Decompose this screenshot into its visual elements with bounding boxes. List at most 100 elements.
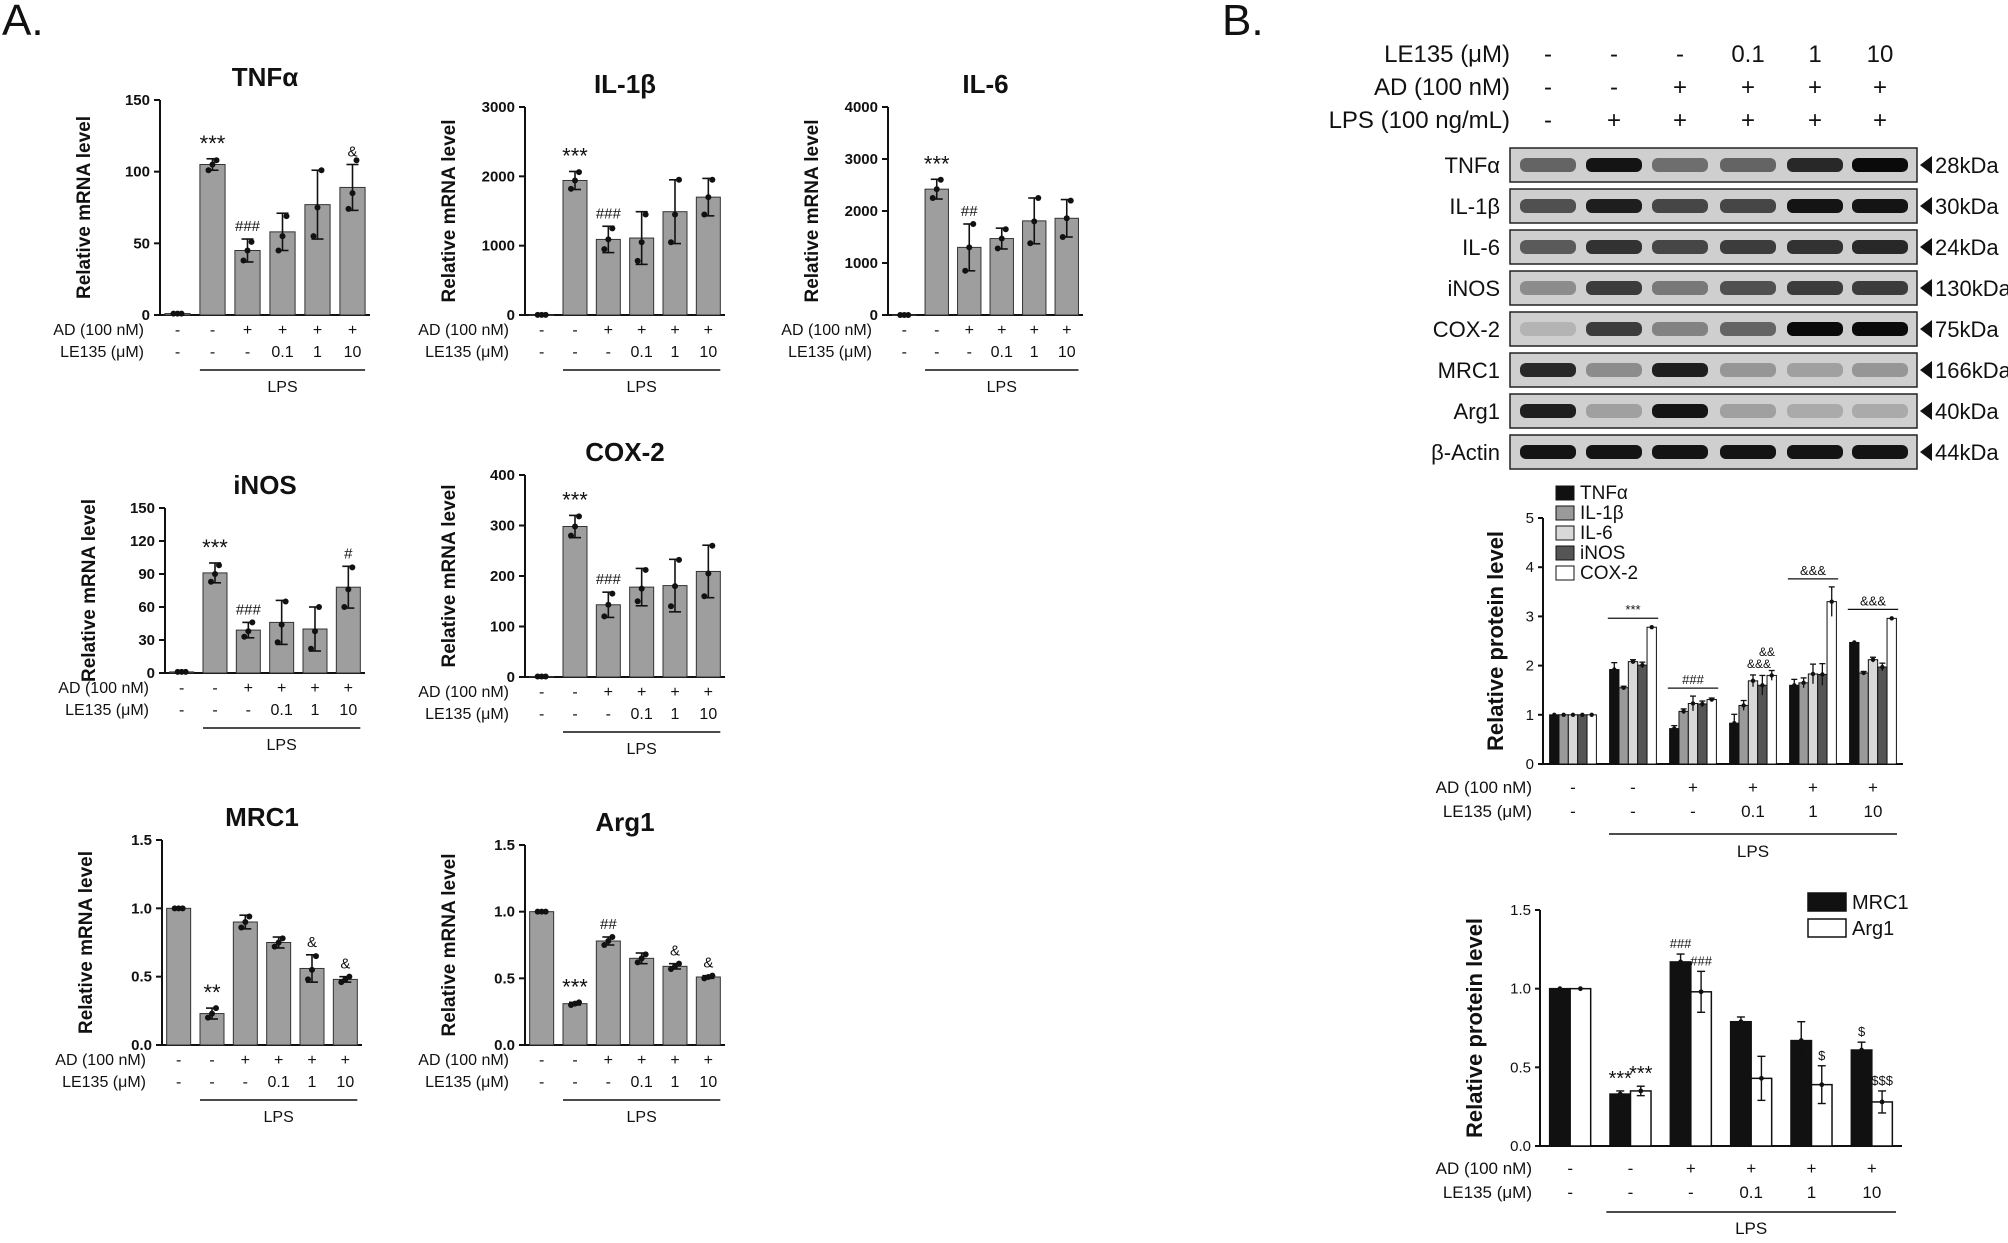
chart-title: Arg1 bbox=[595, 807, 654, 837]
data-point bbox=[605, 938, 612, 944]
data-point bbox=[634, 959, 641, 966]
data-point bbox=[309, 966, 315, 973]
data-point bbox=[349, 190, 356, 197]
condition-value: + bbox=[604, 684, 613, 701]
data-point bbox=[1621, 685, 1626, 690]
blot-band bbox=[1852, 199, 1908, 213]
lps-label: LPS bbox=[627, 1109, 657, 1126]
condition-value: - bbox=[1567, 1159, 1573, 1178]
y-tick-label: 1.5 bbox=[1510, 902, 1531, 919]
condition-label: LE135 (μM) bbox=[788, 344, 872, 361]
significance-mark-small: && bbox=[1759, 645, 1775, 659]
condition-value: - bbox=[934, 344, 939, 361]
data-point bbox=[209, 1010, 215, 1017]
blot-condition-value: + bbox=[1873, 74, 1887, 101]
size-marker-arrow bbox=[1920, 279, 1932, 297]
y-tick-label: 150 bbox=[130, 500, 155, 517]
bar bbox=[1849, 641, 1860, 765]
condition-value: - bbox=[539, 1074, 544, 1091]
data-point bbox=[705, 570, 712, 577]
significance-mark: & bbox=[670, 943, 680, 960]
panel-label-a: A. bbox=[2, 0, 44, 45]
condition-value: - bbox=[175, 322, 180, 339]
condition-value: - bbox=[606, 706, 611, 723]
bar bbox=[332, 978, 358, 1046]
y-tick-label: 400 bbox=[490, 467, 515, 484]
condition-label: LE135 (μM) bbox=[62, 1074, 146, 1091]
condition-value: - bbox=[243, 1074, 248, 1091]
data-point bbox=[1561, 712, 1566, 717]
data-point bbox=[642, 211, 649, 218]
data-point bbox=[353, 157, 360, 164]
blot-condition-value: - bbox=[1676, 41, 1684, 68]
significance-mark: $$$ bbox=[1871, 1073, 1893, 1088]
blot-band bbox=[1720, 322, 1776, 336]
bar bbox=[1738, 704, 1749, 765]
data-point bbox=[246, 913, 253, 920]
condition-value: + bbox=[997, 322, 1006, 339]
y-tick-label: 2000 bbox=[482, 168, 515, 185]
significance-mark: &&& bbox=[1860, 593, 1886, 608]
bar bbox=[1690, 991, 1713, 1147]
data-point bbox=[341, 604, 348, 610]
y-tick-label: 100 bbox=[125, 164, 150, 181]
bar bbox=[1549, 714, 1560, 765]
y-tick-label: 60 bbox=[138, 599, 155, 616]
bar bbox=[562, 179, 588, 316]
y-tick-label: 1.5 bbox=[494, 837, 515, 854]
data-point bbox=[905, 311, 912, 318]
blot-band bbox=[1520, 240, 1576, 254]
lps-label: LPS bbox=[1735, 1219, 1767, 1238]
panel-label-b: B. bbox=[1222, 0, 1264, 45]
lps-label: LPS bbox=[264, 1109, 294, 1126]
blot-band bbox=[1720, 240, 1776, 254]
data-point bbox=[213, 157, 220, 164]
y-tick-label: 0.0 bbox=[494, 1037, 515, 1054]
y-tick-label: 0 bbox=[142, 307, 150, 324]
blot-band bbox=[1852, 281, 1908, 295]
data-point bbox=[609, 225, 616, 232]
data-point bbox=[1002, 226, 1009, 233]
condition-value: - bbox=[212, 702, 217, 719]
bar bbox=[1729, 1020, 1752, 1147]
blot-row: β-Actin 44kDa bbox=[1431, 434, 1999, 470]
y-tick-label: 3000 bbox=[482, 99, 515, 116]
data-point bbox=[1819, 1082, 1825, 1088]
condition-value: + bbox=[637, 1052, 646, 1069]
y-tick-label: 1.0 bbox=[494, 904, 515, 921]
blot-band bbox=[1720, 404, 1776, 418]
data-point bbox=[642, 566, 649, 573]
significance-mark: $ bbox=[1818, 1048, 1826, 1063]
condition-label: AD (100 nM) bbox=[418, 684, 509, 701]
protein-chart-cytokines: Relative protein level012345***###&&&&&&… bbox=[1436, 483, 1903, 861]
y-axis-label: Relative mRNA level bbox=[439, 484, 460, 667]
data-point bbox=[274, 639, 281, 646]
condition-label: AD (100 nM) bbox=[781, 322, 872, 339]
mrna-chart-0: TNFα Relative mRNA level 0 50 100 150 *** ### & A… bbox=[53, 62, 370, 396]
condition-value: - bbox=[245, 344, 250, 361]
condition-value: 0.1 bbox=[268, 1074, 290, 1091]
data-point bbox=[1027, 240, 1034, 247]
blot-row: iNOS 130kDa bbox=[1447, 270, 2008, 306]
significance-mark: $ bbox=[1858, 1024, 1866, 1039]
condition-value: - bbox=[210, 322, 215, 339]
blot-row: MRC1 166kDa bbox=[1438, 352, 2008, 388]
data-point bbox=[1612, 667, 1617, 672]
legend-label: Arg1 bbox=[1852, 918, 1894, 940]
data-point bbox=[668, 603, 674, 610]
data-point bbox=[1617, 1091, 1623, 1097]
condition-value: + bbox=[670, 1052, 679, 1069]
blot-condition-value: + bbox=[1808, 74, 1822, 101]
bar bbox=[1798, 682, 1809, 765]
legend-swatch bbox=[1807, 918, 1847, 938]
data-point bbox=[216, 562, 222, 569]
blot-condition-label: LPS (100 ng/mL) bbox=[1329, 107, 1510, 134]
data-point bbox=[178, 310, 185, 317]
data-point bbox=[1810, 671, 1816, 677]
bar bbox=[695, 196, 721, 316]
significance-mark: *** bbox=[1629, 1063, 1653, 1085]
blot-band bbox=[1787, 199, 1843, 213]
data-point bbox=[709, 176, 716, 183]
mrna-chart-1: IL-1β Relative mRNA level 0 1000 2000 3000 ***… bbox=[418, 69, 725, 396]
